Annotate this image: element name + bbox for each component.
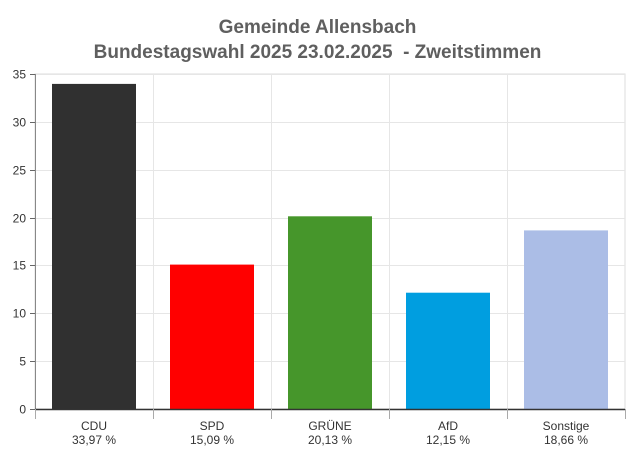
y-axis: 0 5 10 15 20 25 30 35: [13, 68, 36, 417]
y-tick-label: 15: [13, 259, 27, 273]
y-tick-label: 30: [13, 116, 27, 130]
y-tick-label: 35: [13, 68, 27, 82]
chart-title: Gemeinde Allensbach: [218, 17, 417, 38]
bar-afd: [406, 292, 490, 409]
x-tick-label: Sonstige: [543, 419, 590, 433]
y-tick-label: 20: [13, 212, 27, 226]
bars: [52, 83, 608, 410]
x-tick-label: GRÜNE: [308, 419, 351, 433]
y-tick-label: 5: [19, 355, 26, 369]
chart-subtitle: Bundestagswahl 2025 23.02.2025 - Zweitst…: [93, 42, 542, 63]
bar-value-label: 18,66 %: [544, 433, 588, 447]
x-tick-label: AfD: [438, 419, 458, 433]
bar-sonstige: [524, 230, 608, 409]
bar-grüne: [288, 216, 372, 409]
x-tick-label: CDU: [81, 419, 107, 433]
x-tick-label: SPD: [200, 419, 225, 433]
y-tick-label: 10: [13, 307, 27, 321]
bar-spd: [170, 264, 254, 409]
bar-value-label: 20,13 %: [308, 433, 352, 447]
bar-cdu: [52, 83, 136, 410]
bar-value-label: 12,15 %: [426, 433, 470, 447]
y-tick-label: 0: [19, 403, 26, 417]
bar-value-label: 33,97 %: [72, 433, 116, 447]
y-tick-label: 25: [13, 164, 27, 178]
bar-value-label: 15,09 %: [190, 433, 234, 447]
